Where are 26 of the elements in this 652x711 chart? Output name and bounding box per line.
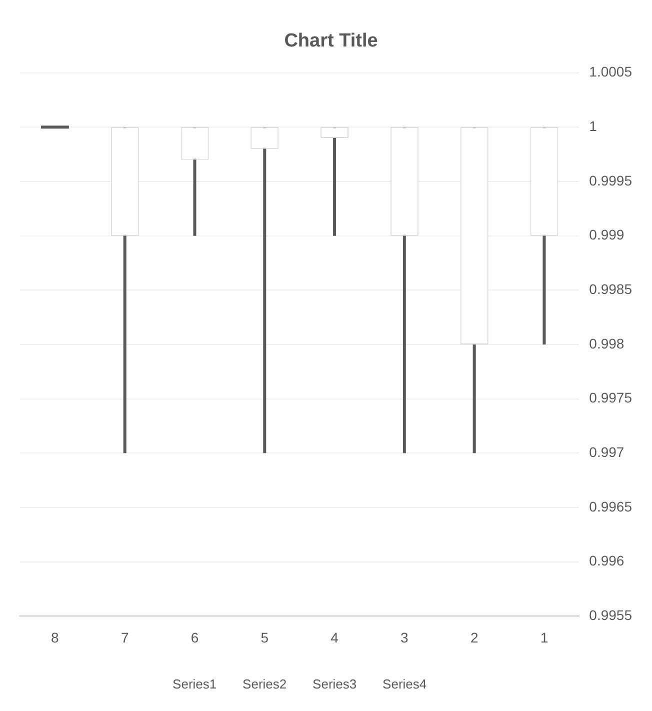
y-tick-label: 0.9955 <box>589 607 632 624</box>
x-tick-label: 7 <box>120 629 129 646</box>
text: Series1 <box>172 676 217 692</box>
y-tick-label: 0.998 <box>589 335 624 352</box>
x-tick-label: 1 <box>540 629 548 646</box>
chart-title: Chart Title <box>284 30 378 52</box>
y-tick-label: 0.996 <box>589 552 624 569</box>
text: Series4 <box>382 676 427 692</box>
y-tick-label: 0.9995 <box>589 172 632 188</box>
y-tick-label: 0.9965 <box>589 498 632 514</box>
x-tick-label: 2 <box>470 629 478 646</box>
y-tick-label: 1.0005 <box>589 64 632 80</box>
candlestick <box>320 127 349 236</box>
text: Series3 <box>312 676 357 692</box>
candlestick <box>250 127 279 454</box>
x-tick-label: 8 <box>51 629 60 646</box>
x-tick-label: 4 <box>330 629 339 646</box>
y-tick-label: 0.999 <box>589 226 624 243</box>
y-tick-label: 0.997 <box>589 444 624 460</box>
x-tick-label: 5 <box>260 629 269 646</box>
y-tick-label: 0.9975 <box>589 390 632 406</box>
y-tick-label: 0.9985 <box>589 281 632 298</box>
x-tick-label: 6 <box>190 629 199 646</box>
x-tick-label: 3 <box>400 629 409 646</box>
y-tick-label: 1 <box>589 118 598 134</box>
text: Series2 <box>242 676 287 692</box>
